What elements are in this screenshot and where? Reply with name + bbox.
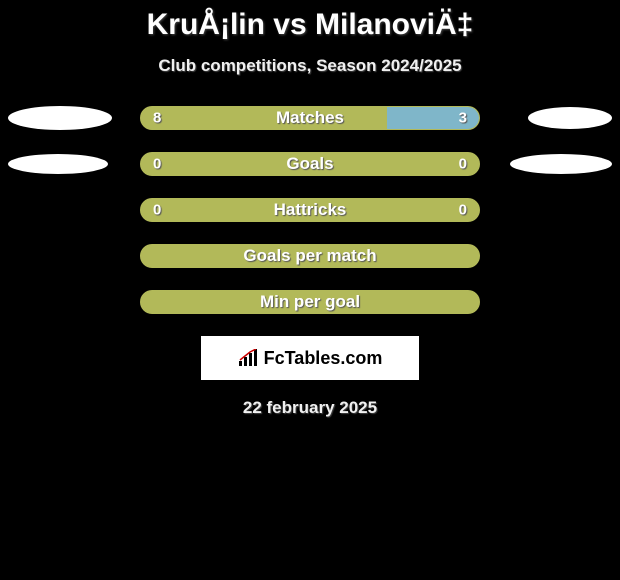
stat-bar: Hattricks 0 0 xyxy=(140,198,480,222)
bars-icon xyxy=(238,349,260,367)
stat-value-right: 3 xyxy=(459,110,467,127)
stat-label: Goals xyxy=(286,154,333,174)
stat-value-left: 0 xyxy=(153,156,161,173)
right-ellipse-icon xyxy=(510,154,612,174)
stat-row: Hattricks 0 0 xyxy=(0,198,620,222)
stat-bar: Min per goal xyxy=(140,290,480,314)
right-indicator-slot xyxy=(480,107,620,129)
comparison-infographic: KruÅ¡lin vs MilanoviÄ‡ Club competitions… xyxy=(0,0,620,418)
left-ellipse-icon xyxy=(8,106,112,130)
stat-value-left: 0 xyxy=(153,202,161,219)
left-indicator-slot xyxy=(0,106,140,130)
right-ellipse-icon xyxy=(528,107,612,129)
stat-row: Min per goal xyxy=(0,290,620,314)
stat-bar: Matches 8 3 xyxy=(140,106,480,130)
logo: FcTables.com xyxy=(238,348,383,369)
stat-value-left: 8 xyxy=(153,110,161,127)
logo-box: FcTables.com xyxy=(201,336,419,380)
stat-bar: Goals 0 0 xyxy=(140,152,480,176)
right-indicator-slot xyxy=(480,154,620,174)
date-text: 22 february 2025 xyxy=(0,398,620,418)
stat-bar: Goals per match xyxy=(140,244,480,268)
stat-label: Hattricks xyxy=(274,200,347,220)
stat-row: Goals per match xyxy=(0,244,620,268)
left-indicator-slot xyxy=(0,154,140,174)
stat-row: Goals 0 0 xyxy=(0,152,620,176)
stat-value-right: 0 xyxy=(459,202,467,219)
stat-value-right: 0 xyxy=(459,156,467,173)
subtitle: Club competitions, Season 2024/2025 xyxy=(0,56,620,76)
stat-rows: Matches 8 3 Goals 0 0 Hattricks 0 0 Goals per mat… xyxy=(0,106,620,314)
stat-label: Goals per match xyxy=(243,246,376,266)
page-title: KruÅ¡lin vs MilanoviÄ‡ xyxy=(0,8,620,42)
stat-label: Matches xyxy=(276,108,344,128)
logo-text: FcTables.com xyxy=(264,348,383,369)
bar-fill-left xyxy=(141,107,387,129)
left-ellipse-icon xyxy=(8,154,108,174)
stat-label: Min per goal xyxy=(260,292,360,312)
stat-row: Matches 8 3 xyxy=(0,106,620,130)
